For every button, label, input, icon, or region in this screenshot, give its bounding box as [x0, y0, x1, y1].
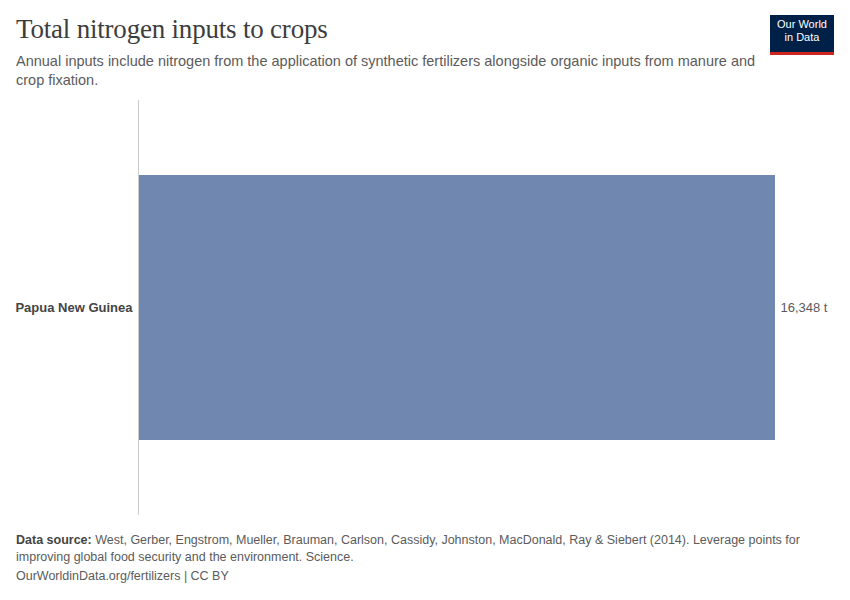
html-text:OurWorldinData.org/fertilizers: OurWorldinData.org/fertilizers | CC BY: [16, 569, 229, 583]
html-text:Data source: West, Gerber, Eng: Data source: West, Gerber, Engstrom, Mue…: [16, 533, 800, 564]
svg-text:16,348 t: 16,348 t: [781, 300, 828, 315]
html-text:in Data: in Data: [784, 31, 820, 43]
html-text:Total nitrogen inputs to crops: Total nitrogen inputs to crops: [16, 14, 328, 44]
svg-text:Papua New Guinea: Papua New Guinea: [15, 300, 133, 315]
html-text:Our World: Our World: [777, 18, 827, 30]
html-text:Annual inputs include nitrogen: Annual inputs include nitrogen from the …: [16, 53, 756, 88]
